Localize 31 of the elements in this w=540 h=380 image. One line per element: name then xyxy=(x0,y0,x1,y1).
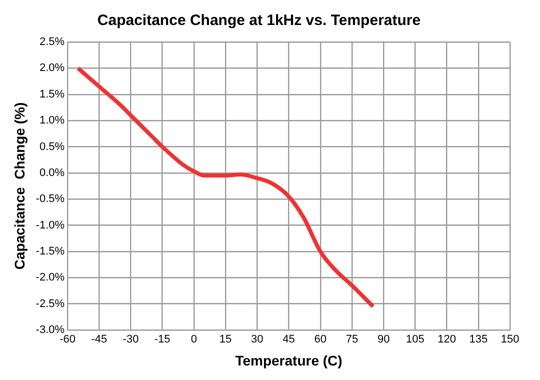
y-tick-label: -1.0% xyxy=(36,219,65,232)
x-axis-title: Temperature (C) xyxy=(235,352,342,368)
y-tick-label: -2.5% xyxy=(36,298,65,310)
chart-title: Capacitance Change at 1kHz vs. Temperature xyxy=(97,12,421,30)
x-tick-label: 75 xyxy=(346,334,358,346)
x-tick-label: 60 xyxy=(314,334,326,346)
line-series xyxy=(76,66,376,308)
x-tick-label: -30 xyxy=(122,334,139,346)
y-tick-label: 0.5% xyxy=(39,140,65,153)
x-tick-label: 45 xyxy=(282,334,295,346)
x-tick-label: 150 xyxy=(500,334,520,346)
x-tick-label: -60 xyxy=(60,334,76,346)
y-tick-label: 1.0% xyxy=(39,114,65,127)
y-tick-label: -2.0% xyxy=(36,272,65,284)
y-tick-label: 2.0% xyxy=(39,62,65,74)
x-tick-label: 105 xyxy=(406,334,424,346)
y-tick-label: 1.5% xyxy=(39,88,65,100)
y-tick-label: -1.5% xyxy=(36,245,65,258)
y-axis-title: Capacitance Change (%) xyxy=(11,102,28,270)
x-tick-label: 0 xyxy=(190,334,198,346)
x-tick-label: 15 xyxy=(219,334,232,346)
y-tick-label: 2.5% xyxy=(39,36,65,48)
x-tick-label: -45 xyxy=(91,334,108,346)
x-tick-label: 120 xyxy=(438,334,456,346)
x-tick-label: 135 xyxy=(469,334,488,346)
y-tick-label: -3.0% xyxy=(36,324,65,336)
x-tick-label: 30 xyxy=(251,334,264,346)
y-tick-label: -0.5% xyxy=(36,193,65,206)
y-tick-label: 0.0% xyxy=(39,166,65,179)
x-tick-label: 90 xyxy=(377,334,390,346)
x-tick-label: -15 xyxy=(154,334,170,346)
